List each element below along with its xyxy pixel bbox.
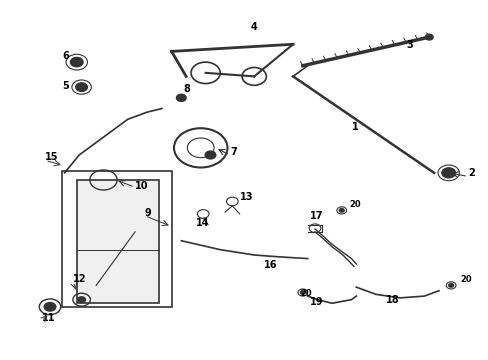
Circle shape bbox=[78, 297, 85, 302]
Text: 14: 14 bbox=[196, 219, 209, 229]
Text: 20: 20 bbox=[348, 200, 360, 209]
Text: 17: 17 bbox=[309, 211, 323, 221]
Text: 13: 13 bbox=[239, 192, 253, 202]
Circle shape bbox=[176, 94, 186, 102]
Bar bbox=[62, 171, 171, 307]
Text: 11: 11 bbox=[41, 313, 55, 323]
Text: 1: 1 bbox=[351, 122, 358, 132]
Text: 15: 15 bbox=[45, 152, 59, 162]
Text: 9: 9 bbox=[144, 208, 151, 218]
Circle shape bbox=[441, 168, 455, 178]
Text: 8: 8 bbox=[183, 85, 190, 94]
Text: 12: 12 bbox=[73, 274, 87, 284]
Text: 18: 18 bbox=[385, 295, 398, 305]
Circle shape bbox=[425, 34, 432, 40]
Bar bbox=[77, 180, 159, 303]
Text: 3: 3 bbox=[406, 40, 412, 50]
Text: 20: 20 bbox=[300, 289, 311, 298]
Text: 6: 6 bbox=[62, 50, 69, 60]
Text: 7: 7 bbox=[229, 147, 236, 157]
Text: 16: 16 bbox=[264, 260, 277, 270]
Circle shape bbox=[44, 302, 56, 311]
Text: 4: 4 bbox=[250, 22, 257, 32]
Circle shape bbox=[448, 284, 453, 287]
Circle shape bbox=[204, 151, 215, 159]
Text: 5: 5 bbox=[62, 81, 69, 91]
Circle shape bbox=[300, 291, 305, 294]
Text: 2: 2 bbox=[467, 168, 474, 179]
Circle shape bbox=[76, 83, 87, 91]
Text: 19: 19 bbox=[309, 297, 323, 307]
Text: 20: 20 bbox=[460, 275, 471, 284]
Circle shape bbox=[339, 208, 344, 212]
Text: 10: 10 bbox=[135, 181, 148, 191]
Circle shape bbox=[70, 58, 83, 67]
